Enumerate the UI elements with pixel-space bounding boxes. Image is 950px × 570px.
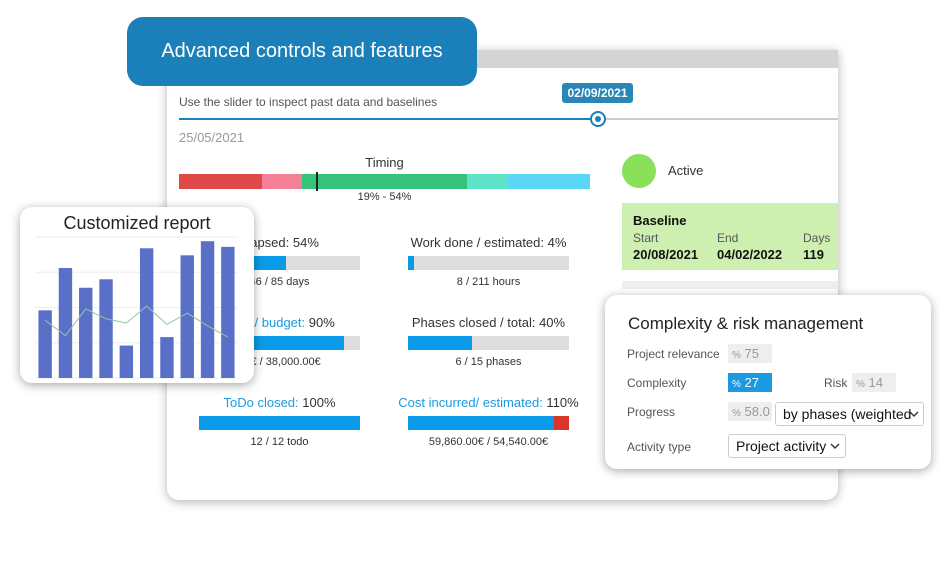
unit: %: [732, 408, 741, 419]
value: by phases (weighted: [783, 406, 912, 422]
field-label: Complexity: [627, 376, 687, 390]
metric-track: [199, 416, 360, 430]
report-bar: [139, 248, 154, 378]
main-panel: Use the slider to inspect past data and …: [167, 50, 838, 500]
value: 75: [744, 346, 759, 361]
metric-detail: 46 / 85 days: [249, 276, 310, 288]
slider-track-active: [179, 118, 598, 120]
baseline-label: Days: [803, 231, 831, 245]
timing-marker: [316, 172, 318, 191]
metric-track: [408, 336, 569, 350]
timing-segment: [179, 174, 262, 189]
report-bar: [38, 310, 52, 378]
report-bar: [79, 287, 93, 378]
complexity-title: Complexity & risk management: [628, 314, 864, 333]
report-bar: [180, 255, 194, 378]
metric-detail: 12 / 12 todo: [250, 436, 309, 448]
metric-overrun: [554, 416, 569, 430]
report-bar: [200, 241, 215, 378]
slider-knob[interactable]: [590, 111, 606, 127]
metric-label: Cost incurred/ estimated: 110%: [368, 395, 609, 410]
metric-value: 100%: [302, 395, 336, 410]
report-line: [44, 305, 229, 338]
slider-hint: Use the slider to inspect past data and …: [179, 95, 438, 109]
slider-tooltip: 02/09/2021: [562, 83, 633, 103]
timing-segment: [467, 174, 508, 189]
complexity-card: Complexity & risk management Project rel…: [605, 295, 931, 469]
metric-label: Work done / estimated: 4%: [368, 235, 609, 250]
metric-detail: 00€ / 38,000.00€: [238, 356, 321, 368]
metric-label: Phases closed / total: 40%: [368, 315, 609, 330]
status-dot: [622, 154, 656, 188]
metric-name: ToDo closed:: [223, 395, 299, 410]
timing-bar: [179, 174, 590, 189]
value: 27: [744, 375, 759, 390]
complexity-input[interactable]: % 27: [728, 373, 772, 392]
baseline-value: 04/02/2022: [717, 247, 783, 262]
metric-detail: 6 / 15 phases: [455, 356, 522, 368]
value: 14: [868, 375, 883, 390]
metric-value: 54%: [292, 235, 319, 250]
baseline-value: 20/08/2021: [633, 247, 699, 262]
metric-value: 90%: [308, 315, 335, 330]
metric-value: 4%: [547, 235, 567, 250]
metric-fill: [408, 416, 555, 430]
metric-fill: [408, 256, 415, 270]
report-bar: [221, 246, 235, 378]
timing-segment: [508, 174, 590, 189]
report-card: Customized report: [20, 207, 254, 383]
chevron: [909, 411, 919, 417]
metric-track: [408, 256, 569, 270]
field-label: Progress: [627, 405, 676, 419]
field-label: Project relevance: [627, 347, 720, 361]
metric-name: Cost incurred/ estimated:: [398, 395, 543, 410]
value: 58.0: [744, 404, 770, 419]
slider-start: 25/05/2021: [179, 130, 245, 145]
baseline-title: Baseline: [633, 213, 687, 228]
divider: [622, 281, 838, 289]
risk-input[interactable]: % 14: [852, 373, 896, 392]
slider-knob-dot: [595, 116, 601, 122]
timing-segment: [302, 174, 467, 189]
field-label: Activity type: [627, 440, 692, 454]
field-label: Risk: [824, 376, 848, 390]
report-chart: [35, 236, 238, 379]
feature-badge: Advanced controls and features: [127, 17, 477, 86]
unit: %: [732, 350, 741, 361]
status: Active: [668, 163, 704, 178]
progress-input[interactable]: % 58.0: [728, 402, 772, 421]
report-bar: [99, 279, 113, 378]
baseline-label: Start: [633, 231, 659, 245]
metric-label: ToDo closed: 100%: [167, 395, 400, 410]
metric-detail: 59,860.00€ / 54,540.00€: [428, 436, 549, 448]
report-bar: [160, 337, 174, 378]
chevron: [830, 443, 840, 449]
metric-name: Work done / estimated:: [410, 235, 544, 250]
metric-track: [408, 416, 569, 430]
baseline-box: Baseline Start 20/08/2021 End 04/02/2022 Day…: [622, 203, 838, 270]
unit: %: [732, 379, 741, 390]
metric-value: 110%: [546, 395, 579, 410]
timing-segment: [262, 174, 302, 189]
unit: %: [856, 379, 865, 390]
timing-title: Timing: [365, 155, 404, 170]
metric-name: Phases closed / total:: [411, 315, 536, 330]
metric-detail: 8 / 211 hours: [456, 276, 521, 288]
report-title: Customized report: [63, 213, 211, 233]
baseline-label: End: [717, 231, 739, 245]
slider-track: [598, 118, 838, 120]
metric-fill: [408, 336, 473, 350]
relevance-input[interactable]: % 75: [728, 344, 772, 363]
baseline-value: 119: [803, 247, 824, 262]
metric-value: 40%: [539, 315, 566, 330]
metric-fill: [199, 416, 360, 430]
report-bar: [58, 268, 73, 378]
activity-select[interactable]: Project activity: [728, 434, 846, 458]
report-bar: [119, 345, 134, 378]
value: Project activity: [736, 438, 827, 454]
progress-method-select[interactable]: by phases (weighted: [775, 402, 924, 426]
timing-range: 19% - 54%: [357, 191, 412, 203]
